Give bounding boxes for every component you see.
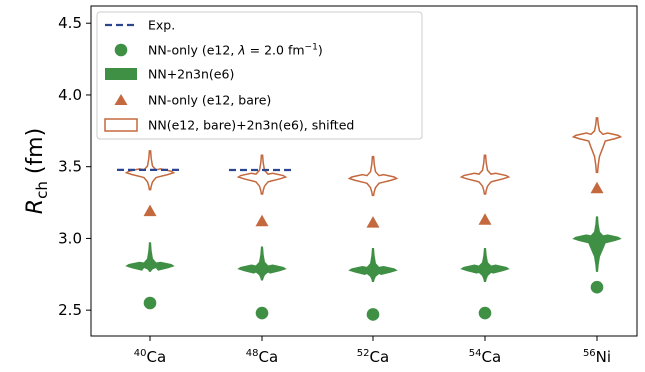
legend-shifted-marker [104,118,138,132]
point-nn-bare [590,181,604,194]
legend-box [96,11,423,140]
point-nn-only [478,306,492,320]
y-axis-label: Rch (fm) [23,128,51,214]
violin-nn-2n3n [125,242,175,272]
legend-nn-2n3n-marker [105,68,137,80]
y-tick-label: 2.5 [58,301,82,319]
point-nn-only [366,308,380,321]
violin-layer [124,117,623,282]
x-tick-label: 48Ca [246,348,278,366]
violin-nn-2n3n [348,247,398,282]
violin-nn-2n3n [460,247,510,282]
point-nn-bare [143,204,157,217]
legend-shifted-label: NN(e12, bare)+2n3n(e6), shifted [148,118,354,133]
point-nn-only [590,280,604,294]
violin-shifted [571,117,623,174]
legend: Exp. NN-only (e12, λ = 2.0 fm−1) NN+2n3n… [96,11,423,140]
y-tick-label: 3.0 [58,229,82,247]
x-tick-label: 52Ca [357,348,389,366]
y-tick-label: 4.5 [58,14,82,32]
legend-nn-2n3n-label: NN+2n3n(e6) [148,67,234,82]
violin-shifted [236,154,288,195]
y-tick-label: 4.0 [58,86,82,104]
violin-nn-2n3n [237,246,287,281]
point-nn-only [255,306,269,320]
y-axis: 2.5 3.0 3.5 4.0 4.5 [58,14,91,319]
x-tick-label: 56Ni [583,348,611,366]
point-nn-bare [478,213,492,225]
legend-nn-bare-marker [114,94,128,105]
x-axis: 40Ca 48Ca 52Ca 54Ca 56Ni [134,336,611,366]
point-nn-bare [366,216,380,228]
legend-nn-bare-label: NN-only (e12, bare) [148,93,271,108]
legend-nn-only-marker [114,43,128,57]
point-layer [143,181,604,321]
x-tick-label: 40Ca [134,348,166,366]
legend-exp-label: Exp. [148,18,175,33]
point-nn-bare [255,214,269,227]
violin-nn-2n3n [572,216,622,272]
violin-shifted [459,154,511,195]
plot-frame [90,5,638,337]
point-nn-only [143,296,157,310]
legend-nn-only-label: NN-only (e12, λ = 2.0 fm−1) [148,43,323,58]
y-tick-label: 3.5 [58,158,82,176]
x-tick-label: 54Ca [469,348,501,366]
violin-shifted [347,155,399,197]
